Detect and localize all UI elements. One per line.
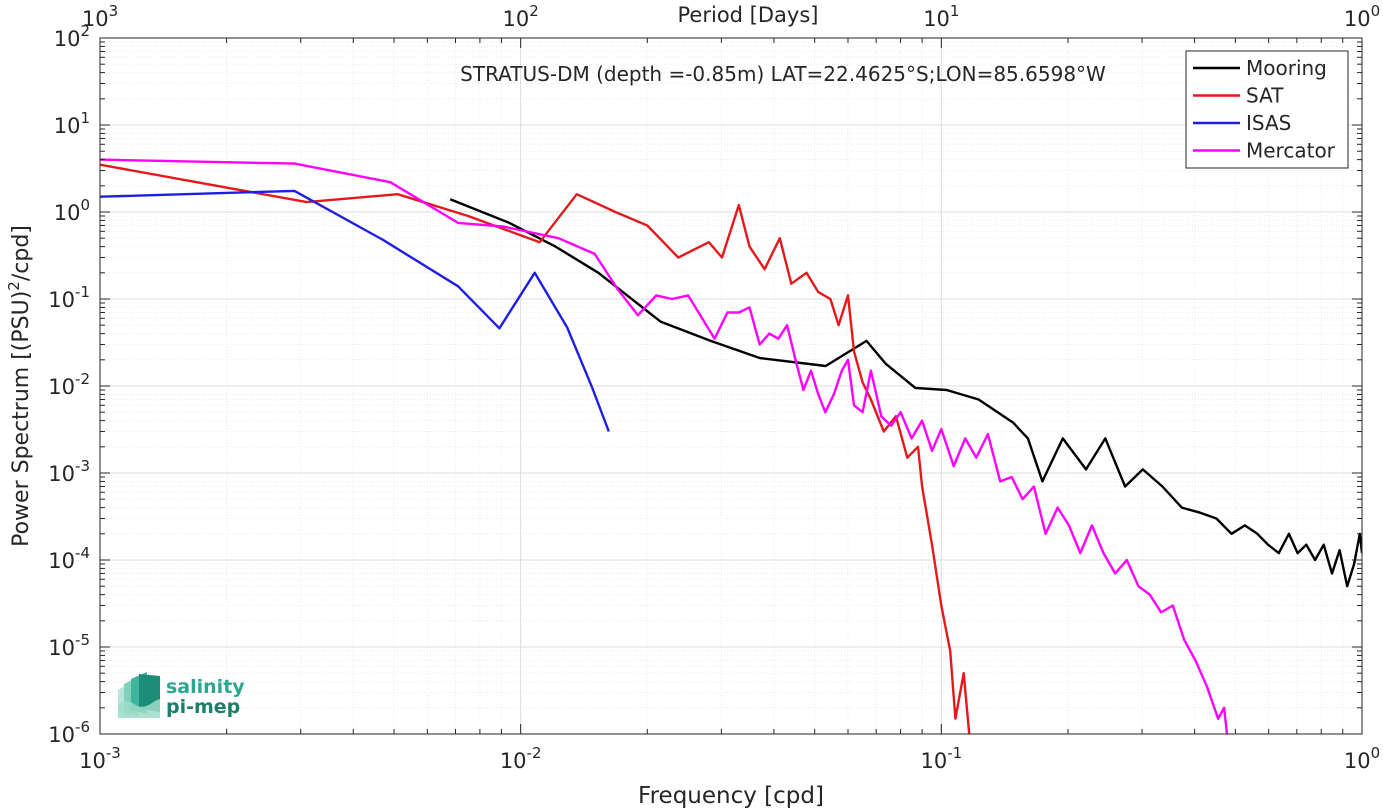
y-axis-label: Power Spectrum [(PSU)2/cpd] <box>5 225 34 547</box>
series-lines <box>100 158 1362 734</box>
legend-label-mooring: Mooring <box>1246 56 1327 80</box>
y-tick-label: 10-6 <box>48 718 90 747</box>
top-axis-label: Period [Days] <box>678 3 819 27</box>
legend-entries: Mooring SAT ISAS Mercator <box>1193 56 1336 163</box>
series-line-isas <box>100 189 610 432</box>
y-tick-label: 10-3 <box>48 457 90 486</box>
y-axis-label-end: /cpd] <box>9 225 34 281</box>
chart-title: STRATUS-DM (depth =-0.85m) LAT=22.4625°S… <box>460 62 1106 86</box>
series-line-mooring <box>449 198 1362 588</box>
y-axis-label-sup: 2 <box>5 281 23 291</box>
top-tick-label: 102 <box>503 2 539 31</box>
y-tick-label: 10-2 <box>48 370 90 399</box>
legend: Mooring SAT ISAS Mercator <box>1185 50 1349 169</box>
x-axis-label: Frequency [cpd] <box>638 783 824 809</box>
y-tick-label: 101 <box>54 109 90 138</box>
logo-text-line1: salinity <box>166 676 245 698</box>
legend-box <box>1185 50 1349 169</box>
top-tick-label: 103 <box>82 2 118 31</box>
y-tick-label: 102 <box>54 22 90 51</box>
logo-text-line2: pi-mep <box>166 696 240 718</box>
x-tick-label: 100 <box>1344 744 1380 773</box>
top-tick-label: 100 <box>1344 2 1380 31</box>
tick-marks <box>99 37 1363 735</box>
top-tick-labels: 103 102 101 100 <box>82 2 1380 31</box>
x-tick-label: 10-1 <box>920 744 962 773</box>
y-tick-label: 10-4 <box>48 544 90 573</box>
series-line-mercator <box>100 158 1229 734</box>
y-axis-label-main: Power Spectrum [(PSU) <box>9 291 34 547</box>
legend-label-mercator: Mercator <box>1246 139 1336 163</box>
y-tick-label: 10-5 <box>48 631 90 660</box>
x-tick-labels: 10-3 10-2 10-1 100 <box>79 744 1380 773</box>
y-tick-label: 100 <box>54 196 90 225</box>
salinity-pi-mep-logo: salinity pi-mep <box>118 672 245 718</box>
y-tick-labels: 10-6 10-5 10-4 10-3 10-2 10-1 100 101 102 <box>48 22 90 747</box>
y-tick-label: 10-1 <box>48 283 90 312</box>
x-tick-label: 10-2 <box>500 744 542 773</box>
legend-label-isas: ISAS <box>1246 111 1291 135</box>
top-tick-label: 101 <box>923 2 959 31</box>
x-tick-label: 10-3 <box>79 744 121 773</box>
logo-mark <box>118 672 161 718</box>
series-line-sat <box>100 163 971 734</box>
legend-label-sat: SAT <box>1246 84 1284 108</box>
